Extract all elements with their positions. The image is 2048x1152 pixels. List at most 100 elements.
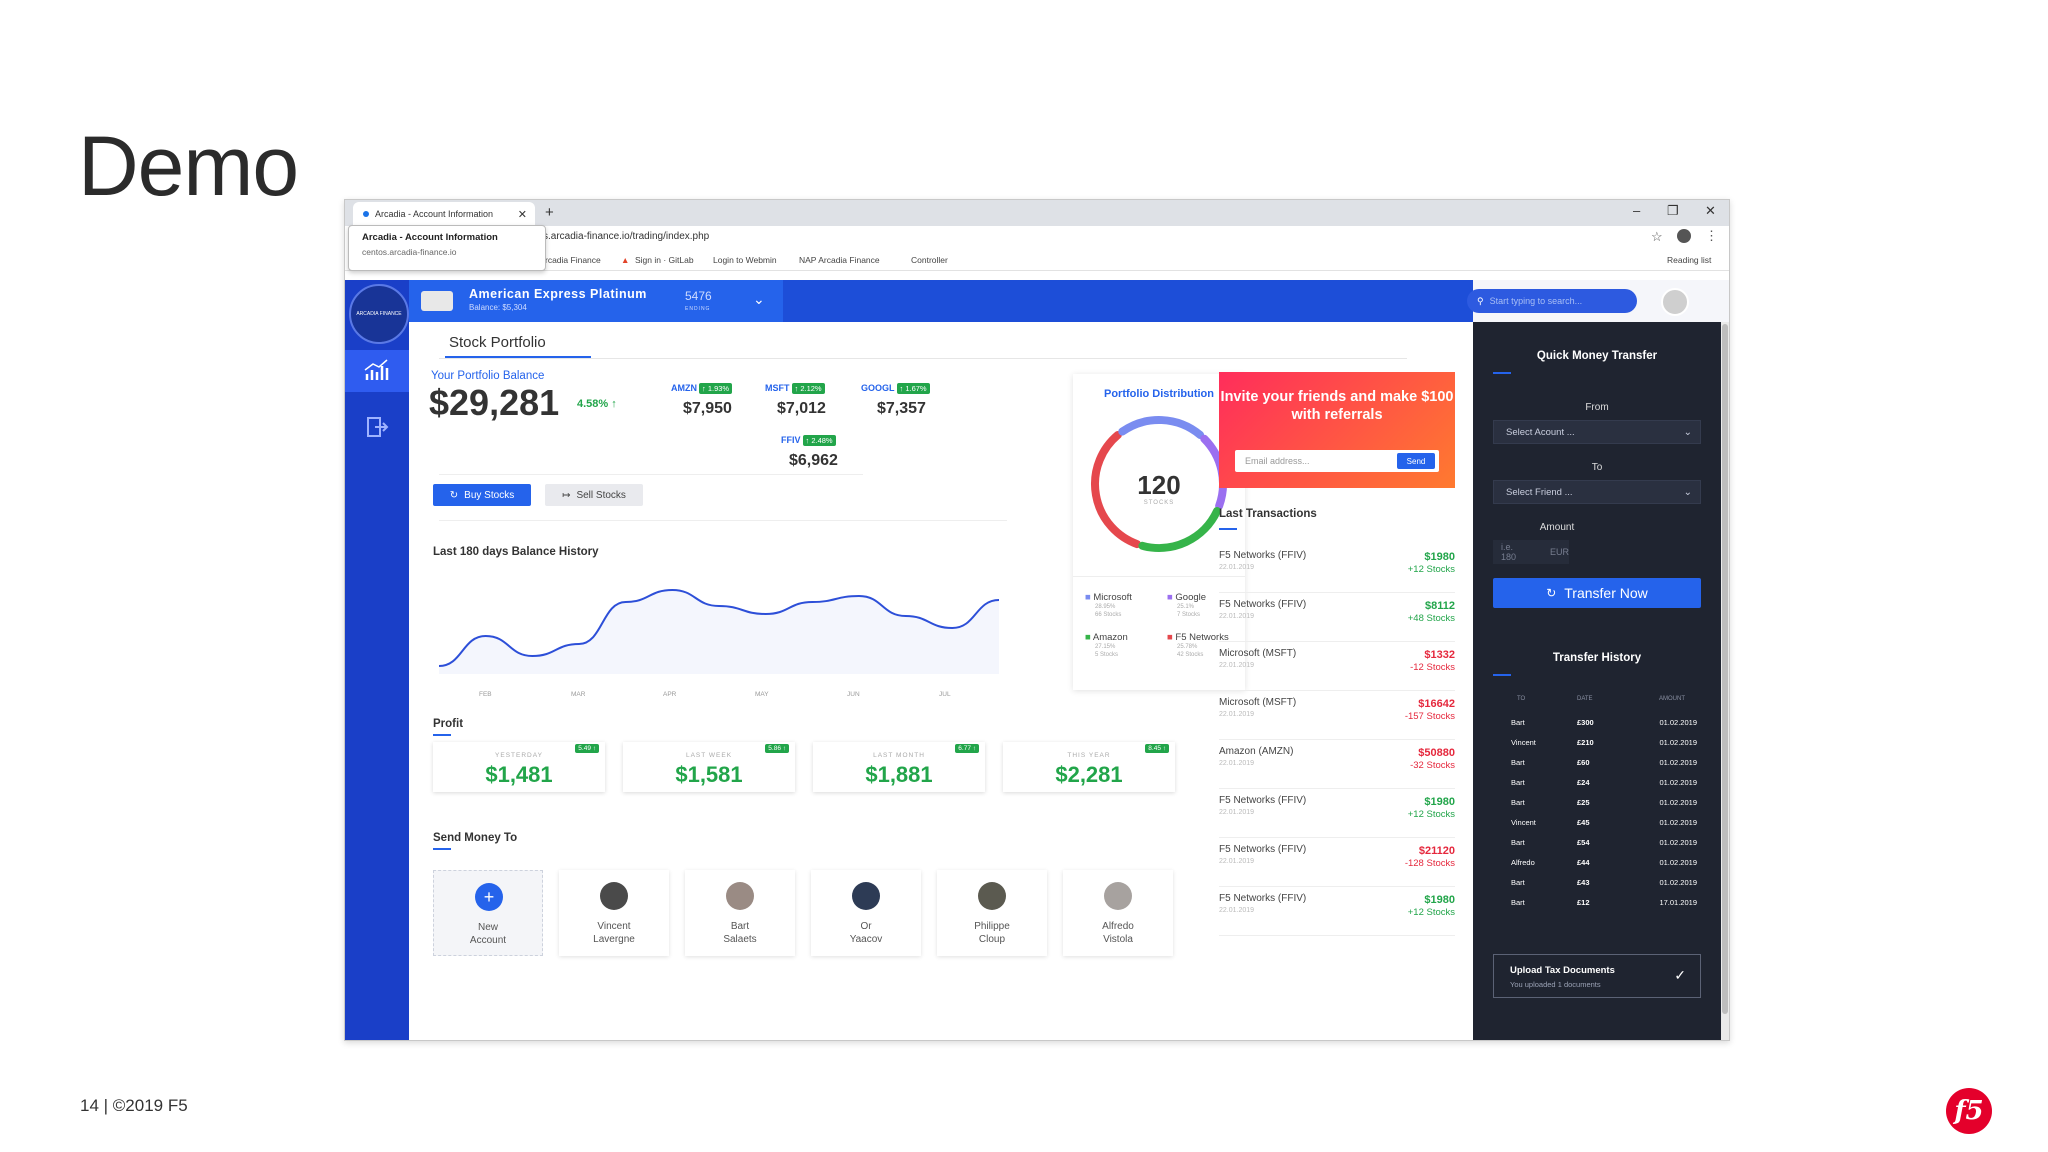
history-to: Bart — [1511, 718, 1525, 727]
chevron-down-icon[interactable]: ⌄ — [753, 291, 765, 307]
transaction-row: F5 Networks (FFIV) 22.01.2019 $8112 +48 Sto… — [1219, 593, 1455, 642]
bookmark-gitlab[interactable]: Sign in · GitLab — [635, 255, 694, 265]
avatar — [852, 882, 880, 910]
amount-label: Amount — [1539, 522, 1575, 533]
nav-item-trading[interactable] — [345, 350, 409, 392]
person-name: New Account — [469, 922, 507, 946]
sell-stocks-button[interactable]: ↦ Sell Stocks — [545, 484, 643, 506]
history-amount: £12 — [1577, 898, 1590, 907]
nav-item-logout[interactable] — [345, 410, 409, 446]
transaction-date: 22.01.2019 — [1219, 809, 1255, 816]
profile-icon[interactable] — [1677, 229, 1691, 243]
legend-swatch: ■ — [1167, 632, 1173, 643]
history-date: 01.02.2019 — [1659, 718, 1697, 727]
last-transactions-title: Last Transactions — [1219, 508, 1317, 520]
legend-stocks: 66 Stocks — [1095, 612, 1122, 618]
history-date: 01.02.2019 — [1659, 838, 1697, 847]
bookmark-arcadia[interactable]: rcadia Finance — [545, 255, 601, 265]
person-name: Or Yaacov — [849, 921, 883, 945]
slide-footer: 14 | ©2019 F5 — [80, 1096, 188, 1115]
history-amount: £44 — [1577, 858, 1590, 867]
person-name: Philippe Cloup — [974, 921, 1010, 945]
profit-badge: 6.77 ↑ — [955, 744, 979, 753]
close-tab-icon[interactable]: ✕ — [517, 208, 527, 221]
history-row: Vincent £210 01.02.2019 — [1493, 734, 1701, 754]
bookmark-nap[interactable]: NAP Arcadia Finance — [799, 255, 880, 265]
left-nav — [345, 280, 409, 1040]
minimize-icon[interactable]: – — [1633, 203, 1641, 218]
transaction-row: F5 Networks (FFIV) 22.01.2019 $1980 +12 Sto… — [1219, 887, 1455, 936]
arcadia-logo[interactable]: ARCADIA FINANCE — [349, 284, 409, 344]
history-row: Bart £43 01.02.2019 — [1493, 874, 1701, 894]
url-text[interactable]: s.arcadia-finance.io/trading/index.php — [543, 231, 710, 242]
email-field[interactable]: Email address... Send — [1235, 450, 1439, 472]
close-window-icon[interactable]: ✕ — [1705, 203, 1716, 218]
upload-sub: You uploaded 1 documents — [1510, 980, 1601, 989]
legend-swatch: ■ — [1167, 592, 1173, 603]
person-or[interactable]: Or Yaacov — [811, 870, 921, 956]
legend-swatch: ■ — [1085, 632, 1091, 643]
from-select-value: Select Acount ... — [1506, 426, 1575, 438]
person-alfredo[interactable]: Alfredo Vistola — [1063, 870, 1173, 956]
card-selector[interactable]: American Express Platinum Balance: $5,30… — [409, 280, 783, 322]
star-icon[interactable]: ☆ — [1651, 229, 1663, 244]
restore-icon[interactable]: ❐ — [1667, 203, 1679, 218]
transaction-qty: -157 Stocks — [1404, 711, 1455, 722]
transaction-name: Amazon (AMZN) — [1219, 746, 1294, 757]
person-new-account[interactable]: + New Account — [433, 870, 543, 956]
transaction-date: 22.01.2019 — [1219, 613, 1255, 620]
currency-label: EUR — [1549, 547, 1569, 557]
transaction-name: Microsoft (MSFT) — [1219, 697, 1297, 708]
bookmarks-bar — [345, 250, 1729, 271]
person-bart[interactable]: Bart Salaets — [685, 870, 795, 956]
header-date: DATE — [1577, 696, 1593, 702]
profit-value: $1,581 — [675, 762, 743, 787]
transaction-qty: -12 Stocks — [1410, 662, 1455, 673]
history-date: 01.02.2019 — [1659, 858, 1697, 867]
avatar — [600, 882, 628, 910]
history-date: 01.02.2019 — [1659, 778, 1697, 787]
browser-tab[interactable]: Arcadia - Account Information ✕ — [353, 202, 535, 226]
scrollbar-thumb[interactable] — [1722, 324, 1728, 1014]
send-invite-button[interactable]: Send — [1397, 453, 1435, 469]
to-select-value: Select Friend ... — [1506, 486, 1573, 498]
ticker-change: ↑ 1.93% — [699, 383, 733, 394]
person-vincent[interactable]: Vincent Lavergne — [559, 870, 669, 956]
bookmark-webmin[interactable]: Login to Webmin — [713, 255, 777, 265]
history-row: Bart £25 01.02.2019 — [1493, 794, 1701, 814]
amount-input[interactable]: i.e. 180 EUR — [1493, 540, 1569, 564]
address-bar[interactable] — [345, 226, 1729, 250]
tooltip-url: centos.arcadia-finance.io — [362, 247, 457, 257]
history-to: Bart — [1511, 778, 1525, 787]
ticker-value: $6,962 — [789, 452, 838, 469]
person-name: Vincent Lavergne — [593, 921, 635, 945]
profit-value: $1,481 — [485, 762, 553, 787]
reading-list[interactable]: Reading list — [1667, 255, 1712, 265]
history-date: 01.02.2019 — [1659, 758, 1697, 767]
history-amount: £210 — [1577, 738, 1594, 747]
history-amount: £300 — [1577, 718, 1594, 727]
to-friend-select[interactable]: Select Friend ... ⌄ — [1493, 480, 1701, 504]
title-underline — [1219, 528, 1237, 530]
history-amount: £43 — [1577, 878, 1590, 887]
legend-pct: 28.95% — [1095, 604, 1116, 610]
menu-dots-icon[interactable]: ⋮ — [1705, 228, 1718, 243]
title-underline — [433, 848, 451, 850]
legend-pct: 25.1% — [1177, 604, 1195, 610]
new-tab-button[interactable]: + — [545, 204, 554, 221]
from-account-select[interactable]: Select Acount ... ⌄ — [1493, 420, 1701, 444]
transfer-now-button[interactable]: ↻ Transfer Now — [1493, 578, 1701, 608]
chevron-down-icon: ⌄ — [1683, 426, 1692, 438]
transaction-name: F5 Networks (FFIV) — [1219, 795, 1307, 806]
bookmark-controller[interactable]: Controller — [911, 255, 948, 265]
tab-stock-portfolio[interactable]: Stock Portfolio — [449, 334, 546, 351]
user-avatar[interactable] — [1661, 288, 1689, 316]
person-philippe[interactable]: Philippe Cloup — [937, 870, 1047, 956]
buy-stocks-button[interactable]: ↻ Buy Stocks — [433, 484, 531, 506]
upload-tax-documents[interactable]: Upload Tax Documents You uploaded 1 docu… — [1493, 954, 1701, 998]
history-to: Vincent — [1511, 818, 1536, 827]
search-input[interactable]: ⚲ Start typing to search... — [1467, 289, 1637, 313]
history-amount: £25 — [1577, 798, 1590, 807]
transaction-date: 22.01.2019 — [1219, 564, 1255, 571]
history-to: Bart — [1511, 898, 1525, 907]
